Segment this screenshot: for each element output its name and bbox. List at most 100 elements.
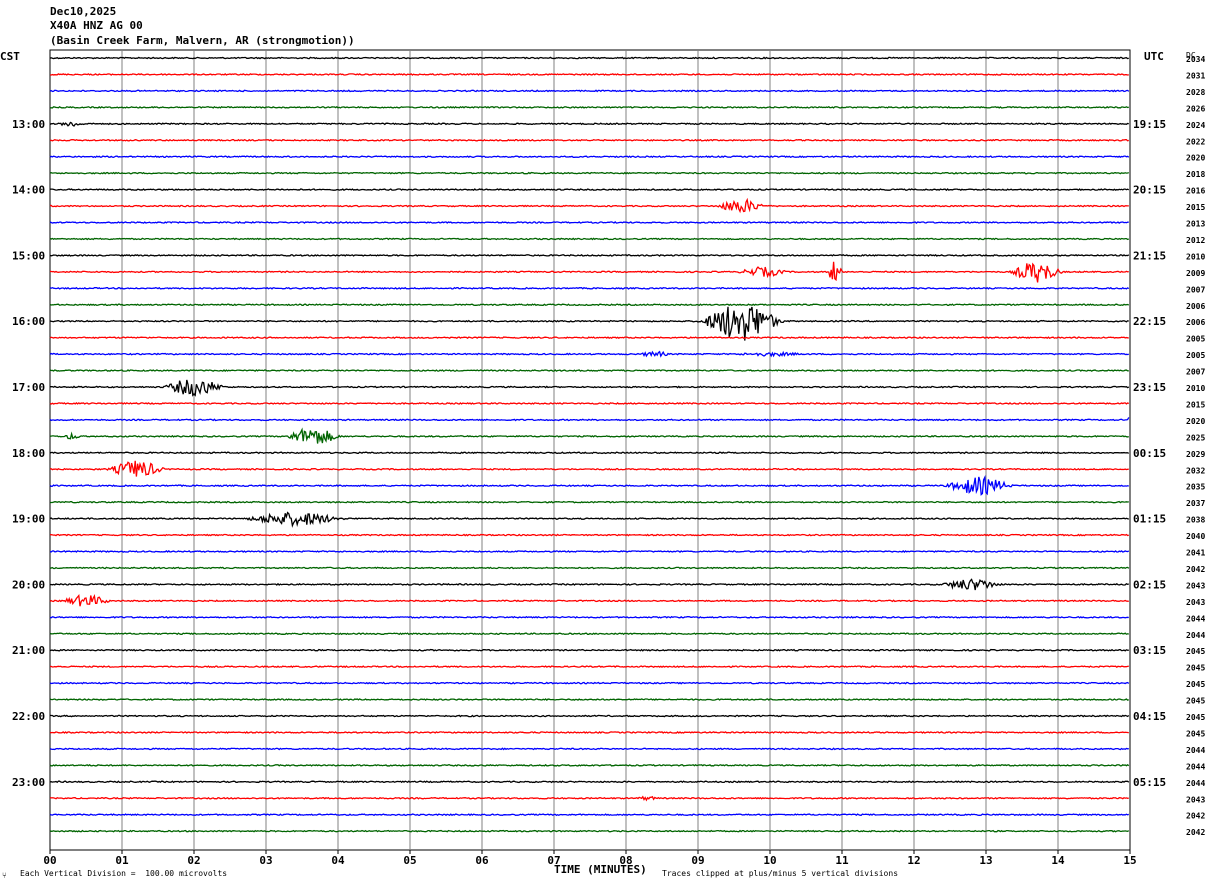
trace-42 [49, 747, 1129, 751]
trace-36 [49, 648, 1129, 652]
dc-offset-label: 2037 [1186, 499, 1205, 508]
left-hour-label: 22:00 [12, 710, 45, 723]
trace-24 [49, 451, 1130, 455]
dc-offset-label: 2045 [1186, 697, 1205, 706]
trace-20 [50, 379, 1130, 397]
dc-offset-label: 2012 [1186, 236, 1205, 245]
right-hour-label: 04:15 [1133, 710, 1166, 723]
dc-offset-label: 2028 [1186, 88, 1205, 97]
trace-25 [50, 460, 1129, 477]
dc-offset-label: 2015 [1186, 400, 1205, 409]
trace-23 [49, 427, 1129, 444]
dc-offset-label: 2022 [1186, 137, 1205, 146]
x-tick-label: 09 [691, 854, 704, 867]
right-timezone-label: UTC [1144, 50, 1164, 63]
left-timezone-label: CST [0, 50, 20, 63]
x-tick-label: 12 [907, 854, 920, 867]
x-tick-label: 14 [1051, 854, 1065, 867]
dc-offset-label: 2045 [1186, 664, 1205, 673]
dc-offset-label: 2010 [1186, 252, 1205, 261]
dc-offset-label: 2035 [1186, 483, 1205, 492]
dc-offset-label: 2042 [1186, 565, 1205, 574]
dc-offset-label: 2010 [1186, 384, 1205, 393]
trace-11 [49, 237, 1130, 241]
dc-offset-label: 2043 [1186, 795, 1205, 804]
dc-offset-label: 2020 [1186, 154, 1205, 163]
dc-offset-label: 2045 [1186, 680, 1205, 689]
trace-44 [49, 780, 1130, 784]
x-tick-label: 02 [187, 854, 200, 867]
trace-38 [49, 681, 1130, 685]
trace-31 [49, 566, 1130, 570]
trace-46 [49, 813, 1130, 817]
left-hour-label: 16:00 [12, 315, 45, 328]
trace-13 [49, 261, 1129, 283]
corner-mark-icon: ⑂ [2, 871, 7, 880]
trace-26 [49, 475, 1129, 496]
dc-offset-label: 2018 [1186, 170, 1205, 179]
dc-offset-label: 2045 [1186, 713, 1205, 722]
x-tick-label: 13 [979, 854, 992, 867]
dc-offset-label: 2043 [1186, 598, 1205, 607]
dc-offset-label: 2024 [1186, 121, 1205, 130]
right-hour-label: 03:15 [1133, 644, 1166, 657]
dc-offset-label: 2032 [1186, 466, 1205, 475]
trace-6 [49, 155, 1130, 159]
right-hour-label: 22:15 [1133, 315, 1166, 328]
axis-label-group: 00 01 02 03 04 05 06 07 08 09 10 11 12 13 14 15 2034 2031… [12, 55, 1205, 867]
trace-18 [49, 350, 1129, 358]
trace-9 [49, 197, 1129, 214]
dc-offset-label: 2029 [1186, 450, 1205, 459]
x-tick-label: 01 [115, 854, 129, 867]
dc-offset-label: 2038 [1186, 516, 1205, 525]
dc-offset-label: 2016 [1186, 187, 1205, 196]
header-date: Dec10,2025 [50, 5, 117, 18]
dc-offset-label: 2042 [1186, 828, 1205, 837]
right-hour-label: 02:15 [1133, 578, 1166, 591]
trace-4 [49, 121, 1129, 127]
right-hour-label: 05:15 [1133, 776, 1166, 789]
trace-16 [49, 306, 1129, 341]
x-tick-label: 05 [403, 854, 416, 867]
trace-group [49, 56, 1130, 833]
left-hour-label: 14:00 [12, 184, 45, 197]
right-hour-label: 23:15 [1133, 381, 1166, 394]
right-hour-label: 20:15 [1133, 184, 1166, 197]
trace-17 [49, 336, 1129, 340]
x-tick-label: 11 [835, 854, 849, 867]
trace-10 [49, 221, 1129, 224]
dc-offset-label: 2013 [1186, 220, 1205, 229]
trace-35 [49, 632, 1129, 636]
left-hour-label: 21:00 [12, 644, 45, 657]
clip-note: Traces clipped at plus/minus 5 vertical … [662, 869, 899, 878]
dc-offset-label: 2007 [1186, 285, 1205, 294]
trace-27 [49, 500, 1129, 504]
dc-offset-label: 2006 [1186, 318, 1205, 327]
dc-offset-label: 2044 [1186, 746, 1205, 755]
trace-33 [49, 594, 1129, 607]
left-hour-label: 19:00 [12, 513, 45, 526]
dc-offset-label: 2044 [1186, 779, 1205, 788]
left-hour-label: 17:00 [12, 381, 45, 394]
trace-14 [49, 286, 1130, 290]
dc-offset-label: 2005 [1186, 351, 1205, 360]
right-hour-label: 01:15 [1133, 513, 1166, 526]
trace-12 [49, 253, 1130, 257]
scale-note: Each Vertical Division = 100.00 microvol… [20, 869, 228, 878]
dc-offset-label: 2005 [1186, 335, 1205, 344]
trace-15 [49, 303, 1130, 307]
trace-32 [49, 578, 1129, 591]
x-tick-label: 08 [619, 854, 632, 867]
right-hour-label: 19:15 [1133, 118, 1166, 131]
trace-22 [49, 417, 1130, 422]
left-hour-label: 13:00 [12, 118, 45, 131]
dc-offset-label: 2026 [1186, 104, 1205, 113]
dc-offset-label: 2044 [1186, 614, 1205, 623]
x-axis-label: TIME (MINUTES) [554, 863, 647, 876]
trace-37 [49, 665, 1129, 669]
left-hour-label: 15:00 [12, 249, 45, 262]
trace-43 [49, 763, 1130, 767]
right-hour-label: 21:15 [1133, 249, 1166, 262]
trace-3 [50, 105, 1129, 109]
trace-21 [49, 402, 1130, 405]
